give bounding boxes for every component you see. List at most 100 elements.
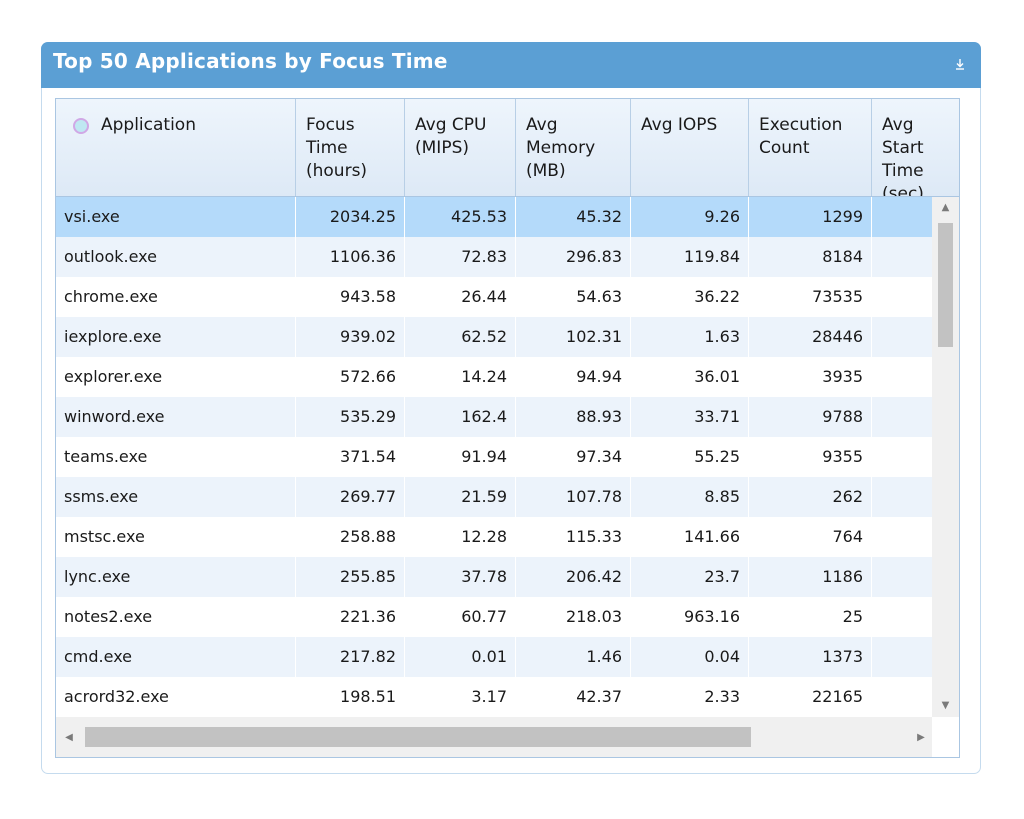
panel-header: Top 50 Applications by Focus Time [41,42,981,88]
column-header-focus-time[interactable]: Focus Time (hours) [296,99,405,196]
table-row[interactable]: lync.exe 255.85 37.78 206.42 23.7 1186 [56,557,934,597]
table-cell: 1.63 [631,317,749,357]
table-cell-empty [872,237,934,277]
table-cell: 269.77 [296,477,405,517]
table-cell-empty [872,277,934,317]
table-cell: 572.66 [296,357,405,397]
column-header-execution-count[interactable]: Execution Count [749,99,872,196]
download-arrow-icon [956,59,964,70]
table-cell: 0.01 [405,637,516,677]
applications-panel: Top 50 Applications by Focus Time Applic… [41,42,981,774]
table-cell-empty [872,437,934,477]
table-cell: 535.29 [296,397,405,437]
table-row[interactable]: iexplore.exe 939.02 62.52 102.31 1.63 28446 [56,317,934,357]
scroll-up-icon[interactable]: ▲ [941,202,950,213]
column-header-avg-memory[interactable]: Avg Memory (MB) [516,99,631,196]
table-cell: 21.59 [405,477,516,517]
table-cell: 255.85 [296,557,405,597]
table-cell: 26.44 [405,277,516,317]
table-row[interactable]: cmd.exe 217.82 0.01 1.46 0.04 1373 [56,637,934,677]
scroll-down-icon[interactable]: ▼ [941,700,950,711]
table-cell: 115.33 [516,517,631,557]
table-cell-empty [872,517,934,557]
table-cell-empty [872,317,934,357]
table-cell-application: explorer.exe [56,357,296,397]
scroll-right-icon[interactable]: ▶ [917,732,925,743]
table-cell: 37.78 [405,557,516,597]
applications-grid: Application Focus Time (hours) Avg CPU (… [55,98,960,758]
table-cell: 2034.25 [296,197,405,237]
table-cell: 141.66 [631,517,749,557]
table-cell: 33.71 [631,397,749,437]
table-cell-application: mstsc.exe [56,517,296,557]
table-cell-empty [872,597,934,637]
table-cell: 206.42 [516,557,631,597]
table-cell: 218.03 [516,597,631,637]
table-row[interactable]: acrord32.exe 198.51 3.17 42.37 2.33 22165 [56,677,934,717]
table-row[interactable]: teams.exe 371.54 91.94 97.34 55.25 9355 [56,437,934,477]
table-cell: 1299 [749,197,872,237]
table-cell: 8184 [749,237,872,277]
table-row[interactable]: ssms.exe 269.77 21.59 107.78 8.85 262 [56,477,934,517]
table-cell-application: chrome.exe [56,277,296,317]
table-cell: 8.85 [631,477,749,517]
application-icon [73,118,89,134]
table-cell: 2.33 [631,677,749,717]
table-cell: 9355 [749,437,872,477]
table-cell: 55.25 [631,437,749,477]
table-cell: 1.46 [516,637,631,677]
scroll-left-icon[interactable]: ◀ [65,732,73,743]
table-cell-application: lync.exe [56,557,296,597]
table-header: Application Focus Time (hours) Avg CPU (… [56,99,959,197]
table-cell: 1106.36 [296,237,405,277]
table-cell: 12.28 [405,517,516,557]
table-cell-application: ssms.exe [56,477,296,517]
table-cell: 60.77 [405,597,516,637]
column-header-label: Application [101,115,196,135]
panel-title: Top 50 Applications by Focus Time [53,49,448,73]
table-cell: 3935 [749,357,872,397]
table-row[interactable]: chrome.exe 943.58 26.44 54.63 36.22 73535 [56,277,934,317]
horizontal-scrollbar[interactable]: ◀ ▶ [56,717,934,757]
table-cell-application: notes2.exe [56,597,296,637]
horizontal-scroll-thumb[interactable] [85,727,751,747]
table-cell: 371.54 [296,437,405,477]
table-row[interactable]: notes2.exe 221.36 60.77 218.03 963.16 25 [56,597,934,637]
table-row[interactable]: mstsc.exe 258.88 12.28 115.33 141.66 764 [56,517,934,557]
table-cell: 258.88 [296,517,405,557]
table-cell: 198.51 [296,677,405,717]
vertical-scroll-thumb[interactable] [938,223,953,347]
table-row[interactable]: explorer.exe 572.66 14.24 94.94 36.01 3935 [56,357,934,397]
table-cell: 25 [749,597,872,637]
vertical-scrollbar[interactable]: ▲ ▼ [932,197,959,717]
table-cell: 0.04 [631,637,749,677]
table-cell: 764 [749,517,872,557]
table-cell: 23.7 [631,557,749,597]
column-header-avg-start-time[interactable]: Avg Start Time (sec) [872,99,959,196]
download-icon[interactable] [953,56,967,72]
column-header-application[interactable]: Application [56,99,296,196]
table-cell: 42.37 [516,677,631,717]
table-cell: 1186 [749,557,872,597]
table-cell-empty [872,357,934,397]
table-cell-empty [872,397,934,437]
table-cell: 88.93 [516,397,631,437]
table-cell: 296.83 [516,237,631,277]
table-cell-application: iexplore.exe [56,317,296,357]
table-row[interactable]: winword.exe 535.29 162.4 88.93 33.71 9788 [56,397,934,437]
table-cell-empty [872,197,934,237]
table-cell-empty [872,477,934,517]
table-row[interactable]: vsi.exe 2034.25 425.53 45.32 9.26 1299 [56,197,934,237]
table-cell: 943.58 [296,277,405,317]
table-cell: 217.82 [296,637,405,677]
table-cell: 9788 [749,397,872,437]
table-cell: 45.32 [516,197,631,237]
table-cell: 221.36 [296,597,405,637]
column-header-avg-iops[interactable]: Avg IOPS [631,99,749,196]
table-cell: 97.34 [516,437,631,477]
table-cell-empty [872,677,934,717]
table-cell-application: winword.exe [56,397,296,437]
table-cell-empty [872,557,934,597]
table-row[interactable]: outlook.exe 1106.36 72.83 296.83 119.84 8184 [56,237,934,277]
column-header-avg-cpu[interactable]: Avg CPU (MIPS) [405,99,516,196]
